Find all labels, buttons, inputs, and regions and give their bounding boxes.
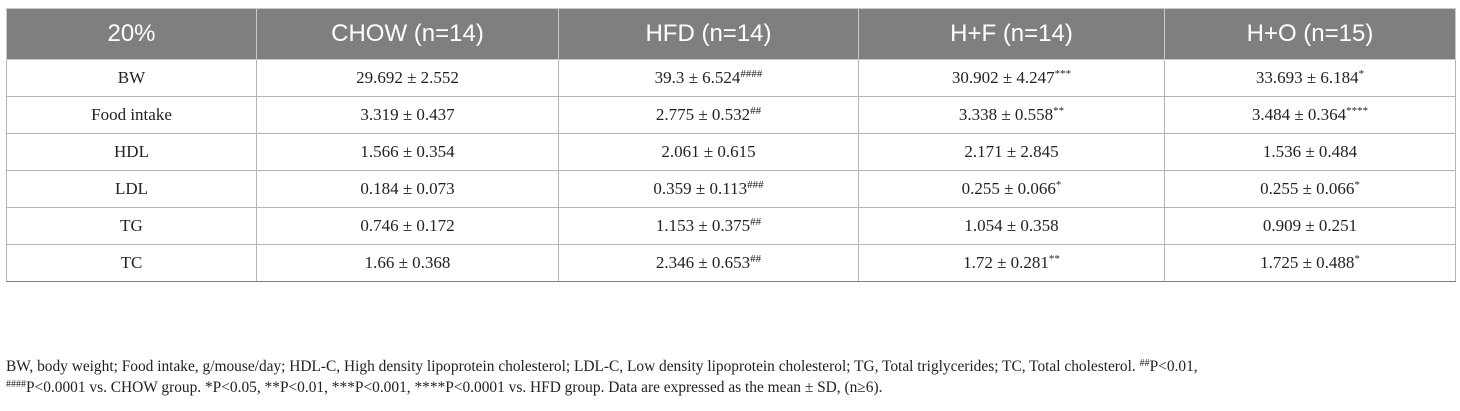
cell-hfd: 2.061 ± 0.615 [558, 133, 859, 171]
table-container: 20% CHOW (n=14) HFD (n=14) H+F (n=14) H+… [6, 8, 1456, 282]
cell-hfd: 1.153 ± 0.375## [558, 207, 859, 245]
cell-h-plus-f: 1.72 ± 0.281** [858, 244, 1165, 282]
cell-value: 1.566 ± 0.354 [360, 142, 455, 161]
significance-mark: ## [750, 253, 762, 265]
header-group-percent: 20% [6, 8, 257, 60]
cell-value: 1.536 ± 0.484 [1262, 142, 1358, 161]
footnote-definitions: BW, body weight; Food intake, g/mouse/da… [6, 358, 1140, 375]
cell-value: 0.255 ± 0.066 [961, 179, 1056, 198]
table-body: BW 29.692 ± 2.552 39.3 ± 6.524#### 30.902 ±… [6, 59, 1456, 282]
cell-chow: 0.184 ± 0.073 [256, 170, 559, 208]
cell-value: 3.319 ± 0.437 [360, 105, 455, 124]
table-row: LDL 0.184 ± 0.073 0.359 ± 0.113### 0.255 ± … [6, 170, 1456, 208]
row-label: TG [6, 207, 257, 245]
header-hfd: HFD (n=14) [558, 8, 859, 60]
cell-chow: 1.66 ± 0.368 [256, 244, 559, 282]
row-label: HDL [6, 133, 257, 171]
cell-value: 3.338 ± 0.558 [958, 105, 1054, 124]
significance-mark: #### [740, 68, 763, 80]
cell-hfd: 2.346 ± 0.653## [558, 244, 859, 282]
cell-value: 2.346 ± 0.653 [655, 253, 751, 272]
cell-h-plus-o: 1.725 ± 0.488* [1164, 244, 1456, 282]
cell-value: 1.66 ± 0.368 [364, 253, 451, 272]
footnote-mark-chow-2: #### [6, 379, 26, 390]
cell-value: 0.255 ± 0.066 [1260, 179, 1355, 198]
footnote-mark-chow-1: ## [1139, 358, 1150, 369]
cell-value: 2.061 ± 0.615 [661, 142, 756, 161]
cell-value: 1.725 ± 0.488 [1260, 253, 1355, 272]
cell-value: 0.909 ± 0.251 [1262, 216, 1358, 235]
cell-value: 0.184 ± 0.073 [360, 179, 455, 198]
footnote-significance: P<0.0001 vs. CHOW group. *P<0.05, **P<0.… [26, 379, 883, 396]
results-table: 20% CHOW (n=14) HFD (n=14) H+F (n=14) H+… [6, 8, 1456, 282]
significance-mark: * [1354, 253, 1360, 265]
header-chow: CHOW (n=14) [256, 8, 559, 60]
table-header: 20% CHOW (n=14) HFD (n=14) H+F (n=14) H+… [6, 8, 1456, 60]
cell-value: 39.3 ± 6.524 [654, 68, 741, 87]
table-row: TG 0.746 ± 0.172 1.153 ± 0.375## 1.054 ± 0.… [6, 207, 1456, 245]
table-footnote: BW, body weight; Food intake, g/mouse/da… [6, 356, 1458, 398]
cell-value: 2.775 ± 0.532 [655, 105, 751, 124]
significance-mark: ** [1048, 253, 1060, 265]
significance-mark: *** [1054, 68, 1072, 80]
cell-chow: 29.692 ± 2.552 [256, 59, 559, 97]
significance-mark: ### [747, 179, 764, 191]
table-row: TC 1.66 ± 0.368 2.346 ± 0.653## 1.72 ± 0.28… [6, 244, 1456, 282]
cell-value: 0.746 ± 0.172 [360, 216, 455, 235]
cell-value: 3.484 ± 0.364 [1251, 105, 1347, 124]
significance-mark: * [1358, 68, 1365, 80]
header-h-plus-o: H+O (n=15) [1164, 8, 1456, 60]
table-row: Food intake 3.319 ± 0.437 2.775 ± 0.532## 3… [6, 96, 1456, 134]
table-row: BW 29.692 ± 2.552 39.3 ± 6.524#### 30.902 ±… [6, 59, 1456, 97]
cell-h-plus-o: 3.484 ± 0.364**** [1164, 96, 1456, 134]
cell-value: 1.72 ± 0.281 [963, 253, 1049, 272]
cell-value: 0.359 ± 0.113 [653, 179, 748, 198]
cell-h-plus-o: 1.536 ± 0.484 [1164, 133, 1456, 171]
cell-h-plus-f: 0.255 ± 0.066* [858, 170, 1165, 208]
cell-h-plus-f: 3.338 ± 0.558** [858, 96, 1165, 134]
cell-h-plus-f: 30.902 ± 4.247*** [858, 59, 1165, 97]
cell-value: 29.692 ± 2.552 [356, 68, 459, 87]
row-label: TC [6, 244, 257, 282]
header-row: 20% CHOW (n=14) HFD (n=14) H+F (n=14) H+… [6, 8, 1456, 60]
cell-hfd: 39.3 ± 6.524#### [558, 59, 859, 97]
cell-h-plus-o: 0.909 ± 0.251 [1164, 207, 1456, 245]
cell-h-plus-f: 2.171 ± 2.845 [858, 133, 1165, 171]
row-label: Food intake [6, 96, 257, 134]
cell-value: 33.693 ± 6.184 [1255, 68, 1359, 87]
significance-mark: ** [1053, 105, 1065, 117]
significance-mark: ## [750, 216, 762, 228]
header-h-plus-f: H+F (n=14) [858, 8, 1165, 60]
cell-chow: 0.746 ± 0.172 [256, 207, 559, 245]
significance-mark: **** [1346, 105, 1369, 117]
row-label: BW [6, 59, 257, 97]
cell-value: 2.171 ± 2.845 [964, 142, 1059, 161]
table-row: HDL 1.566 ± 0.354 2.061 ± 0.615 2.171 ± 2.8… [6, 133, 1456, 171]
significance-mark: ## [750, 105, 762, 117]
cell-h-plus-o: 33.693 ± 6.184* [1164, 59, 1456, 97]
cell-value: 1.054 ± 0.358 [964, 216, 1059, 235]
row-label: LDL [6, 170, 257, 208]
cell-hfd: 0.359 ± 0.113### [558, 170, 859, 208]
cell-h-plus-f: 1.054 ± 0.358 [858, 207, 1165, 245]
cell-chow: 1.566 ± 0.354 [256, 133, 559, 171]
cell-value: 1.153 ± 0.375 [655, 216, 751, 235]
footnote-p-value-1: P<0.01, [1149, 358, 1198, 375]
cell-value: 30.902 ± 4.247 [951, 68, 1055, 87]
significance-mark: * [1055, 179, 1062, 191]
significance-mark: * [1354, 179, 1360, 191]
cell-hfd: 2.775 ± 0.532## [558, 96, 859, 134]
cell-chow: 3.319 ± 0.437 [256, 96, 559, 134]
cell-h-plus-o: 0.255 ± 0.066* [1164, 170, 1456, 208]
